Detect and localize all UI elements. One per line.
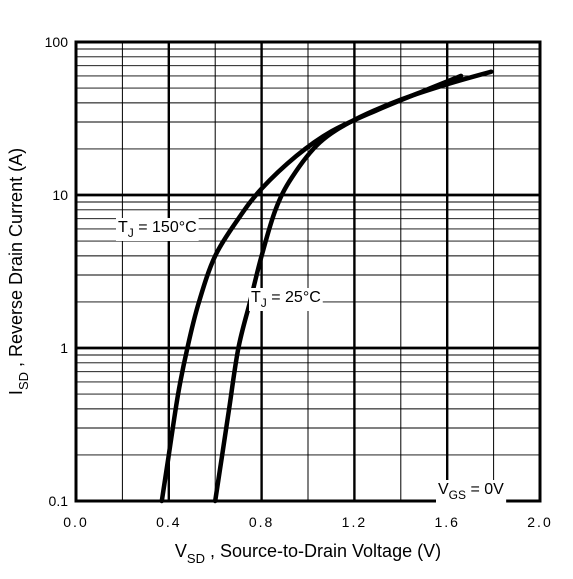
plot-frame	[74, 40, 542, 503]
y-tick-label: 10	[52, 187, 68, 203]
series-group	[159, 69, 494, 504]
x-tick-label: 0.8	[249, 514, 274, 530]
series-label-25c: TJ = 25°C	[249, 288, 323, 311]
grid	[76, 42, 540, 501]
svg-text:TJ = 150°C: TJ = 150°C	[118, 219, 197, 240]
x-tick-label: 1.6	[434, 514, 459, 530]
y-tick-label: 100	[45, 34, 69, 50]
x-tick-label: 0.0	[63, 514, 88, 530]
x-tick-label: 0.4	[156, 514, 181, 530]
y-tick-label: 0.1	[49, 493, 69, 509]
series-line-25c	[212, 69, 494, 504]
vgs-annotation: VGS = 0V	[436, 480, 507, 503]
x-axis-label: VSD , Source-to-Drain Voltage (V)	[175, 541, 441, 566]
y-axis-label: ISD , Reverse Drain Current (A)	[6, 148, 31, 395]
y-tick-label: 1	[60, 340, 68, 356]
x-tick-label: 2.0	[527, 514, 552, 530]
x-tick-label: 1.2	[342, 514, 367, 530]
x-tick-labels: 0.0 0.4 0.8 1.2 1.6 2.0	[63, 514, 552, 530]
series-label-150c: TJ = 150°C	[116, 218, 199, 241]
svg-text:VGS = 0V: VGS = 0V	[438, 481, 504, 502]
y-tick-labels: 0.1 1 10 100	[45, 34, 69, 509]
svg-text:TJ = 25°C: TJ = 25°C	[251, 289, 321, 310]
